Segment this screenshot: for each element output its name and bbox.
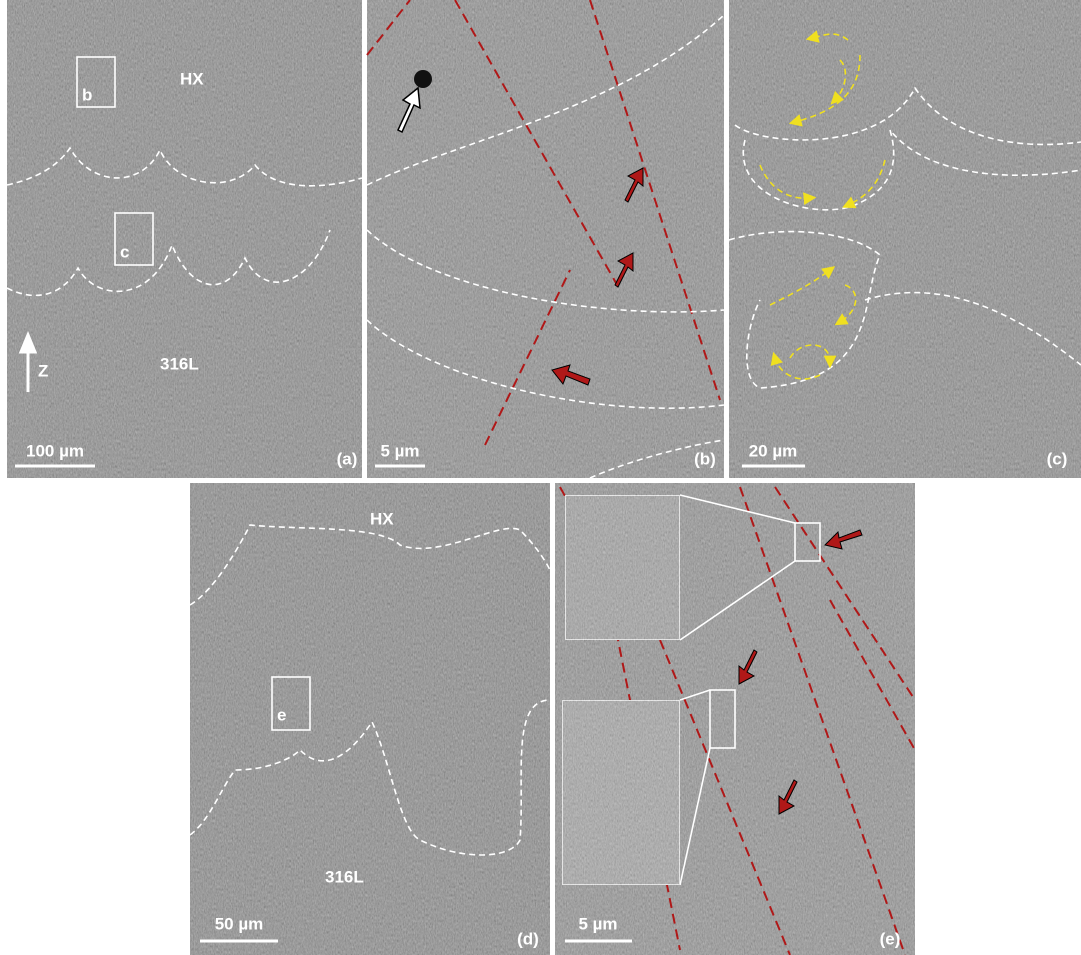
scale-bar-label: 50 µm [215, 914, 264, 933]
inset [562, 700, 680, 885]
panel-label: (a) [337, 449, 358, 468]
material-label: 316L [325, 867, 364, 886]
box-label: b [82, 85, 92, 104]
material-label: HX [370, 509, 394, 528]
scale-bar-label: 100 µm [26, 441, 84, 460]
scale-bar-label: 20 µm [749, 441, 798, 460]
panel-label: (e) [880, 929, 901, 948]
panel-c [729, 0, 1081, 478]
box-label: c [120, 242, 129, 261]
page: HX 316L b c Z 100 µm (a) 5 µm (b) 20 µm … [0, 0, 1081, 955]
panel-label: (d) [517, 929, 539, 948]
panel-label: (b) [694, 449, 716, 468]
pore [414, 70, 432, 88]
panel-d [190, 483, 550, 955]
material-label: 316L [160, 354, 199, 373]
material-label: HX [180, 69, 204, 88]
axis-label: Z [38, 361, 48, 380]
scale-bar-label: 5 µm [380, 441, 419, 460]
figure: HX 316L b c Z 100 µm (a) 5 µm (b) 20 µm … [0, 0, 1081, 955]
scale-bar-label: 5 µm [578, 914, 617, 933]
box-label: e [277, 705, 286, 724]
inset [565, 495, 680, 640]
panel-label: (c) [1047, 449, 1068, 468]
